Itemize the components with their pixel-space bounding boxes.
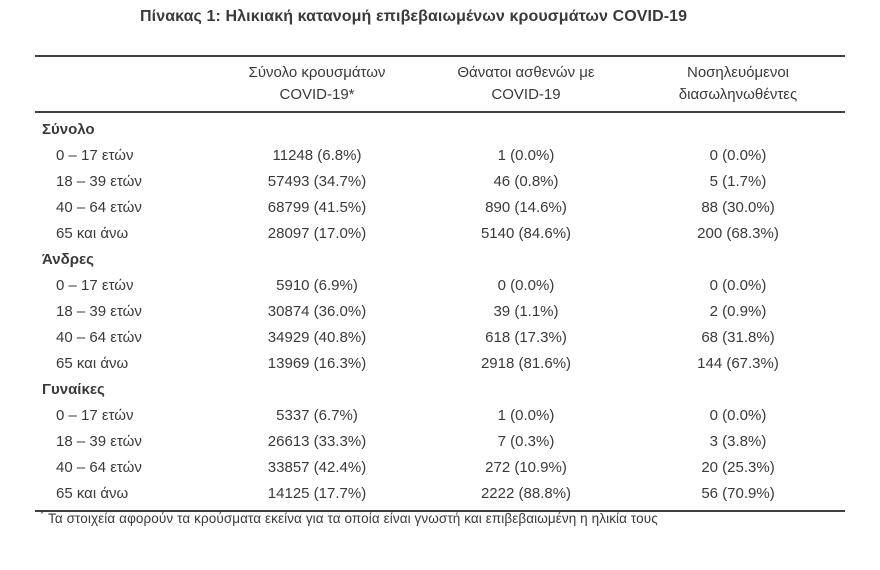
intubated-value: 2 (0.9%) [709, 302, 767, 320]
intubated-value: 5 (1.7%) [709, 172, 767, 190]
cases-value: 11248 (6.8%) [272, 146, 362, 164]
table-row: 18 – 39 ετών 30874 (36.0%) 39 (1.1%) 2 (… [35, 298, 845, 324]
table-row: 0 – 17 ετών 11248 (6.8%) 1 (0.0%) 0 (0.0… [35, 142, 845, 168]
table-row: 65 και άνω 14125 (17.7%) 2222 (88.8%) 56… [35, 480, 845, 506]
intubated-value: 0 (0.0%) [709, 146, 767, 164]
cases-value: 14125 (17.7%) [267, 484, 367, 502]
table-footnote: * Τα στοιχεία αφορούν τα κρούσματα εκείνα… [40, 509, 658, 527]
table-row: 18 – 39 ετών 26613 (33.3%) 7 (0.3%) 3 (3… [35, 428, 845, 454]
header-deaths-line1: Θάνατοι ασθενών με [457, 64, 595, 81]
cases-value: 68799 (41.5%) [267, 198, 367, 216]
age-group-label: 40 – 64 ετών [56, 328, 142, 346]
intubated-value: 200 (68.3%) [697, 224, 779, 242]
age-group-label: 65 και άνω [56, 354, 129, 372]
header-total-cases: Σύνολο κρουσμάτων COVID-19* [213, 62, 421, 106]
cases-value: 57493 (34.7%) [267, 172, 367, 190]
header-deaths-line2: COVID-19 [491, 86, 561, 103]
deaths-value: 618 (17.3%) [485, 328, 567, 346]
intubated-value: 56 (70.9%) [701, 484, 775, 502]
header-intubated-line1: Νοσηλευόμενοι [686, 64, 789, 81]
deaths-value: 46 (0.8%) [493, 172, 559, 190]
table-row: 18 – 39 ετών 57493 (34.7%) 46 (0.8%) 5 (… [35, 168, 845, 194]
deaths-value: 2918 (81.6%) [480, 354, 572, 372]
table-row: 40 – 64 ετών 33857 (42.4%) 272 (10.9%) 2… [35, 454, 845, 480]
intubated-value: 20 (25.3%) [701, 458, 775, 476]
deaths-value: 2222 (88.8%) [480, 484, 572, 502]
table-body: Σύνολο 0 – 17 ετών 11248 (6.8%) 1 (0.0%)… [35, 113, 845, 512]
cases-value: 30874 (36.0%) [267, 302, 367, 320]
table-row: 65 και άνω 28097 (17.0%) 5140 (84.6%) 20… [35, 220, 845, 246]
age-group-label: 18 – 39 ετών [56, 172, 142, 190]
header-total-cases-line1: Σύνολο κρουσμάτων [248, 64, 386, 81]
deaths-value: 1 (0.0%) [497, 406, 555, 424]
section-label: Γυναίκες [42, 380, 105, 398]
intubated-value: 68 (31.8%) [701, 328, 775, 346]
section-label: Άνδρες [42, 250, 94, 268]
table-row: 40 – 64 ετών 34929 (40.8%) 618 (17.3%) 6… [35, 324, 845, 350]
footnote-text: Τα στοιχεία αφορούν τα κρούσματα εκείνα … [48, 511, 658, 526]
deaths-value: 1 (0.0%) [497, 146, 555, 164]
header-intubated-line2: διασωληνωθέντες [678, 86, 798, 103]
cases-value: 5337 (6.7%) [276, 406, 358, 424]
deaths-value: 890 (14.6%) [485, 198, 567, 216]
cases-value: 33857 (42.4%) [267, 458, 367, 476]
age-group-label: 0 – 17 ετών [56, 276, 134, 294]
age-group-label: 65 και άνω [56, 484, 129, 502]
age-group-label: 40 – 64 ετών [56, 458, 142, 476]
table-row: 0 – 17 ετών 5910 (6.9%) 0 (0.0%) 0 (0.0%… [35, 272, 845, 298]
age-group-label: 40 – 64 ετών [56, 198, 142, 216]
age-group-label: 18 – 39 ετών [56, 432, 142, 450]
intubated-value: 0 (0.0%) [709, 276, 767, 294]
table-title: Πίνακας 1: Ηλικιακή κατανομή επιβεβαιωμέ… [140, 8, 688, 25]
cases-value: 26613 (33.3%) [267, 432, 367, 450]
table-row: 40 – 64 ετών 68799 (41.5%) 890 (14.6%) 8… [35, 194, 845, 220]
intubated-value: 144 (67.3%) [697, 354, 779, 372]
cases-value: 13969 (16.3%) [267, 354, 367, 372]
table-row: 0 – 17 ετών 5337 (6.7%) 1 (0.0%) 0 (0.0%… [35, 402, 845, 428]
deaths-value: 0 (0.0%) [497, 276, 555, 294]
age-group-label: 0 – 17 ετών [56, 146, 134, 164]
covid-age-table: Σύνολο κρουσμάτων COVID-19* Θάνατοι ασθε… [35, 55, 845, 512]
age-group-label: 0 – 17 ετών [56, 406, 134, 424]
header-deaths: Θάνατοι ασθενών με COVID-19 [421, 62, 631, 106]
section-header-men: Άνδρες [35, 246, 845, 272]
intubated-value: 88 (30.0%) [701, 198, 775, 216]
table-row: 65 και άνω 13969 (16.3%) 2918 (81.6%) 14… [35, 350, 845, 376]
cases-value: 5910 (6.9%) [276, 276, 358, 294]
header-total-cases-line2: COVID-19* [279, 86, 355, 103]
section-label: Σύνολο [42, 120, 95, 138]
intubated-value: 0 (0.0%) [709, 406, 767, 424]
section-header-total: Σύνολο [35, 116, 845, 142]
section-header-women: Γυναίκες [35, 376, 845, 402]
deaths-value: 39 (1.1%) [493, 302, 559, 320]
footnote-asterisk: * [40, 509, 44, 520]
deaths-value: 272 (10.9%) [485, 458, 567, 476]
cases-value: 28097 (17.0%) [267, 224, 367, 242]
intubated-value: 3 (3.8%) [709, 432, 767, 450]
age-group-label: 18 – 39 ετών [56, 302, 142, 320]
age-group-label: 65 και άνω [56, 224, 129, 242]
header-intubated: Νοσηλευόμενοι διασωληνωθέντες [631, 62, 845, 106]
deaths-value: 5140 (84.6%) [480, 224, 572, 242]
deaths-value: 7 (0.3%) [497, 432, 555, 450]
cases-value: 34929 (40.8%) [267, 328, 367, 346]
table-header-row: Σύνολο κρουσμάτων COVID-19* Θάνατοι ασθε… [35, 55, 845, 113]
